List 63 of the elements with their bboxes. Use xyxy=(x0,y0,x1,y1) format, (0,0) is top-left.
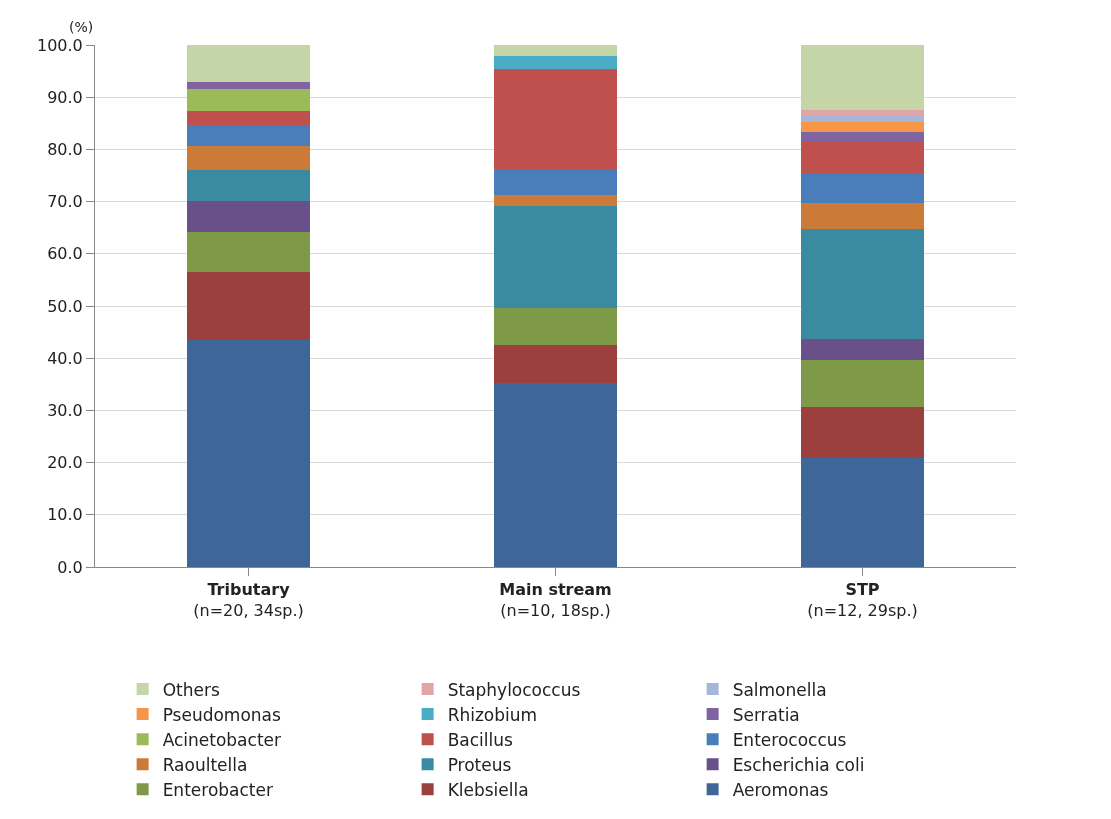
y-tick-label: 80.0 xyxy=(47,140,83,159)
bar xyxy=(187,82,310,90)
legend-label: Aeromonas xyxy=(732,779,829,800)
y-tick-label: 20.0 xyxy=(47,453,83,473)
bar xyxy=(801,115,924,122)
legend-label: Others xyxy=(162,679,220,700)
bar xyxy=(187,125,310,147)
bar xyxy=(801,140,924,173)
bar xyxy=(494,45,617,57)
legend-label: Acinetobacter xyxy=(162,729,282,750)
bar xyxy=(494,195,617,207)
legend-label: Staphylococcus xyxy=(447,679,581,700)
bar xyxy=(801,121,924,132)
y-tick-label: 70.0 xyxy=(47,192,83,212)
bar xyxy=(187,231,310,273)
bar xyxy=(801,109,924,116)
bar xyxy=(187,110,310,126)
legend-label: Klebsiella xyxy=(447,779,529,800)
bar xyxy=(801,172,924,203)
bar xyxy=(494,69,617,169)
x-tick-label: Main stream (n=10, 18sp.) xyxy=(499,580,612,620)
bar xyxy=(801,360,924,408)
bar xyxy=(187,200,310,232)
bar xyxy=(494,206,617,308)
y-tick-label: 10.0 xyxy=(47,505,83,525)
y-tick-label: 50.0 xyxy=(47,296,83,316)
y-tick-label: 0.0 xyxy=(57,557,83,577)
bar xyxy=(494,382,617,567)
legend-label: Raoultella xyxy=(162,754,248,775)
bar xyxy=(801,131,924,141)
bar xyxy=(801,339,924,361)
bar xyxy=(187,170,310,201)
bar xyxy=(187,272,310,340)
bar xyxy=(187,45,310,83)
legend-label: Rhizobium xyxy=(447,704,538,725)
bar xyxy=(494,307,617,346)
bar xyxy=(801,228,924,340)
legend-label: Enterobacter xyxy=(162,779,273,800)
bar xyxy=(801,407,924,458)
legend-label: Pseudomonas xyxy=(162,704,282,725)
y-axis-title: (%) xyxy=(69,19,94,35)
y-tick-label: 30.0 xyxy=(47,401,83,420)
x-tick-label: STP (n=12, 29sp.) xyxy=(807,580,918,620)
bar xyxy=(494,345,617,383)
y-tick-label: 60.0 xyxy=(47,244,83,264)
bar xyxy=(801,202,924,229)
y-tick-label: 100.0 xyxy=(36,35,83,55)
legend-label: Enterococcus xyxy=(732,729,847,750)
legend-label: Proteus xyxy=(447,754,512,775)
bar xyxy=(187,339,310,567)
bar xyxy=(801,45,924,110)
bar xyxy=(801,457,924,567)
legend-label: Salmonella xyxy=(732,679,827,700)
y-tick-label: 40.0 xyxy=(47,348,83,368)
legend-label: Escherichia coli xyxy=(732,754,865,775)
x-tick-label: Tributary (n=20, 34sp.) xyxy=(193,580,304,620)
bar xyxy=(187,89,310,111)
bar xyxy=(187,146,310,171)
legend-label: Serratia xyxy=(732,704,800,725)
y-tick-label: 90.0 xyxy=(47,87,83,107)
bar xyxy=(494,56,617,70)
bar xyxy=(494,168,617,196)
legend-label: Bacillus xyxy=(447,729,513,750)
